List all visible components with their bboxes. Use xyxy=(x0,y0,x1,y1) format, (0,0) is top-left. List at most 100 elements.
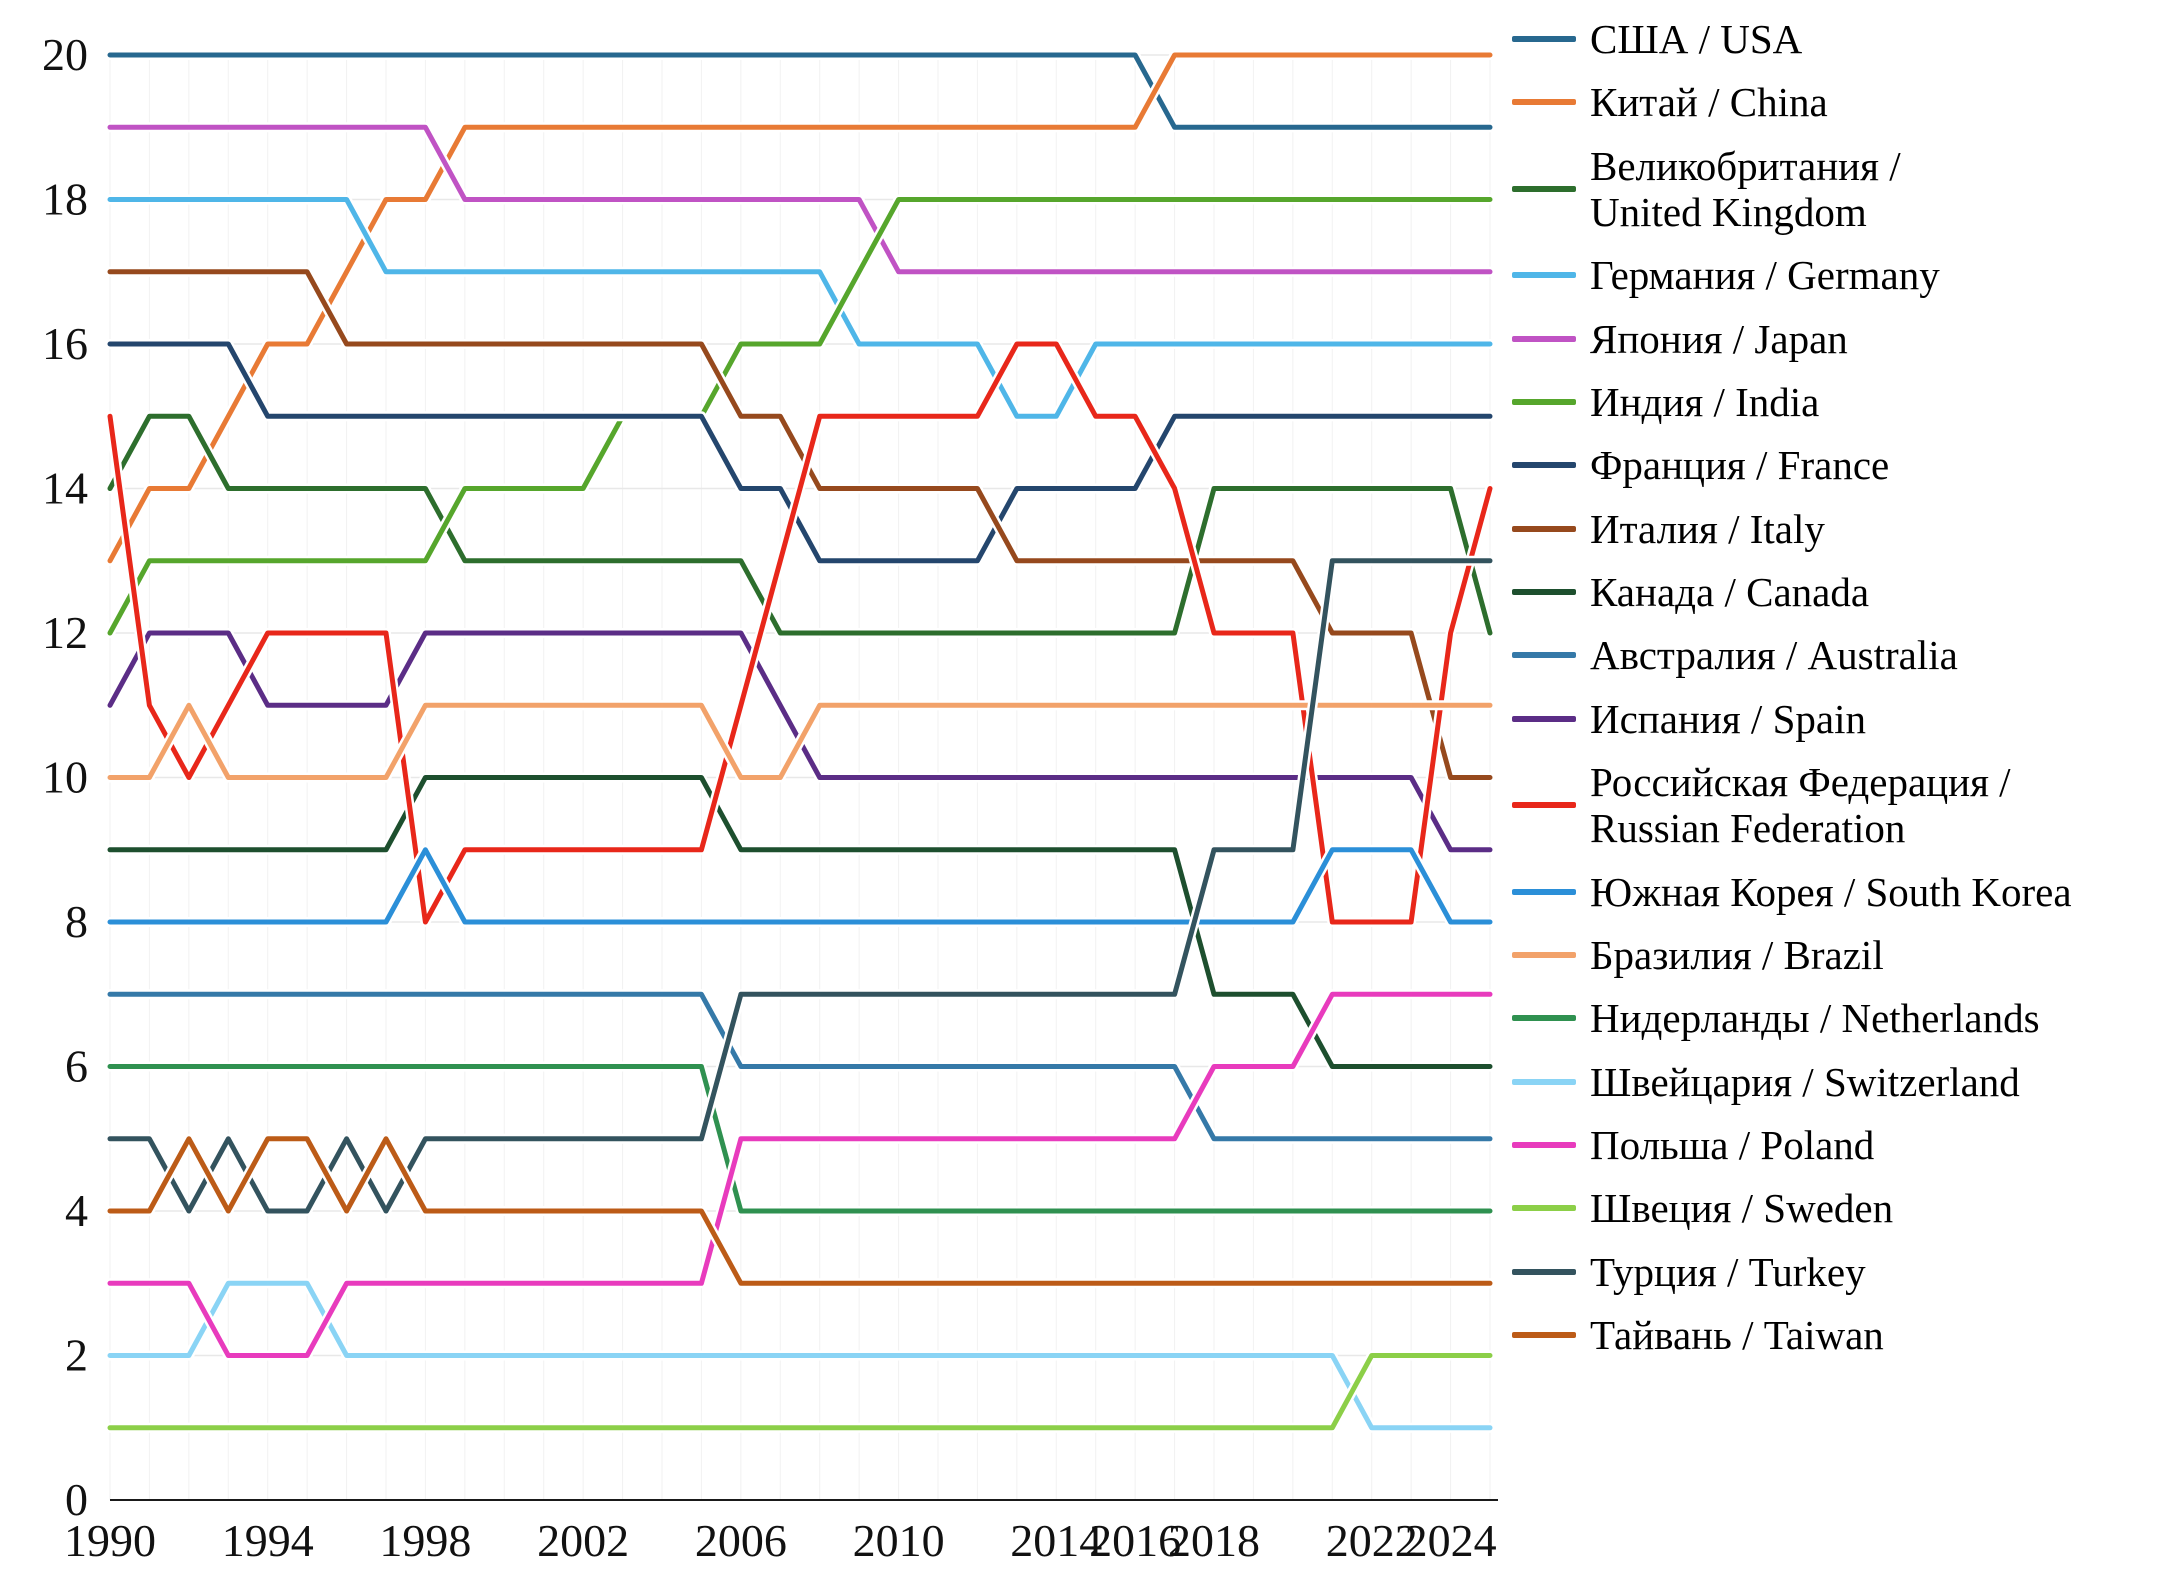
legend-label-germany: Германия / Germany xyxy=(1590,252,1940,299)
legend-label-russia: Российская Федерация / Russian Federation xyxy=(1590,758,2011,852)
series-line-russia xyxy=(107,341,1493,925)
series-line-australia xyxy=(107,991,1493,1142)
legend-label-china: Китай / China xyxy=(1590,79,1828,126)
legend-swatch-turkey xyxy=(1512,1268,1576,1275)
legend-label-south-korea: Южная Корея / South Korea xyxy=(1590,868,2072,915)
series-line-taiwan xyxy=(107,1136,1493,1286)
series-line-netherlands xyxy=(107,1064,1493,1214)
legend-item-united-kingdom[interactable]: Великобритания / United Kingdom xyxy=(1512,143,2152,236)
series-line-japan xyxy=(107,124,1493,275)
chart-plot-area: 0 2 4 6 8 10 12 14 16 18 20 1990 1994 1998 2002 2006 201… xyxy=(42,29,1498,1566)
legend-label-france: Франция / France xyxy=(1590,442,1890,489)
x-tick-label: 2002 xyxy=(537,1515,629,1566)
legend-swatch-russia xyxy=(1512,802,1576,809)
series-line-switzerland xyxy=(107,1280,1493,1431)
legend-swatch-south-korea xyxy=(1512,888,1576,895)
y-tick-label: 12 xyxy=(42,607,88,658)
legend-swatch-germany xyxy=(1512,272,1576,279)
y-tick-label: 0 xyxy=(65,1474,88,1525)
legend-item-switzerland[interactable]: Швейцария / Switzerland xyxy=(1512,1059,2152,1105)
x-tick-label: 2024 xyxy=(1405,1515,1497,1566)
y-tick-label: 8 xyxy=(65,896,88,947)
x-tick-label: 2010 xyxy=(853,1515,945,1566)
legend-label-turkey: Турция / Turkey xyxy=(1590,1248,1866,1295)
legend-item-india[interactable]: Индия / India xyxy=(1512,379,2152,425)
x-tick-label: 1994 xyxy=(222,1515,314,1566)
x-tick-label: 2014 xyxy=(1010,1515,1102,1566)
legend-label-japan: Япония / Japan xyxy=(1590,315,1848,362)
legend-swatch-brazil xyxy=(1512,952,1576,959)
legend-item-taiwan[interactable]: Тайвань / Taiwan xyxy=(1512,1312,2152,1358)
x-tick-label: 1990 xyxy=(64,1515,156,1566)
y-tick-label: 2 xyxy=(65,1330,88,1381)
y-tick-label: 6 xyxy=(65,1041,88,1092)
series-line-south-korea xyxy=(107,847,1493,925)
legend-label-spain: Испания / Spain xyxy=(1590,695,1866,742)
series-line-china xyxy=(107,52,1493,564)
legend-swatch-japan xyxy=(1512,335,1576,342)
y-tick-label: 18 xyxy=(42,174,88,225)
legend-swatch-france xyxy=(1512,462,1576,469)
legend-item-brazil[interactable]: Бразилия / Brazil xyxy=(1512,932,2152,978)
series-line-france xyxy=(107,341,1493,564)
legend-swatch-italy xyxy=(1512,525,1576,532)
legend-swatch-spain xyxy=(1512,715,1576,722)
legend-label-italy: Италия / Italy xyxy=(1590,505,1825,552)
legend-item-china[interactable]: Китай / China xyxy=(1512,79,2152,125)
legend-label-netherlands: Нидерланды / Netherlands xyxy=(1590,995,2040,1042)
legend-item-italy[interactable]: Италия / Italy xyxy=(1512,506,2152,552)
legend-swatch-usa xyxy=(1512,36,1576,43)
legend-swatch-netherlands xyxy=(1512,1015,1576,1022)
series-line-germany xyxy=(107,197,1493,419)
legend-label-usa: США / USA xyxy=(1590,16,1803,62)
legend-label-sweden: Швеция / Sweden xyxy=(1590,1185,1894,1232)
legend-item-canada[interactable]: Канада / Canada xyxy=(1512,569,2152,615)
legend-swatch-taiwan xyxy=(1512,1332,1576,1339)
x-tick-label: 1998 xyxy=(379,1515,471,1566)
legend-item-netherlands[interactable]: Нидерланды / Netherlands xyxy=(1512,995,2152,1041)
legend-swatch-india xyxy=(1512,399,1576,406)
legend-label-india: Индия / India xyxy=(1590,378,1820,425)
legend-item-sweden[interactable]: Швеция / Sweden xyxy=(1512,1185,2152,1231)
legend-item-spain[interactable]: Испания / Spain xyxy=(1512,696,2152,742)
legend-item-france[interactable]: Франция / France xyxy=(1512,442,2152,488)
legend-item-usa[interactable]: США / USA xyxy=(1512,16,2152,62)
series-line-turkey xyxy=(107,558,1493,1214)
legend-swatch-poland xyxy=(1512,1142,1576,1149)
legend-swatch-china xyxy=(1512,99,1576,106)
legend-swatch-sweden xyxy=(1512,1205,1576,1212)
y-tick-label: 10 xyxy=(42,752,88,803)
series-line-casing-usa xyxy=(105,50,1495,133)
series-line-casing-sweden xyxy=(105,1350,1495,1433)
legend-label-taiwan: Тайвань / Taiwan xyxy=(1590,1311,1884,1358)
legend-swatch-switzerland xyxy=(1512,1078,1576,1085)
legend-item-russia[interactable]: Российская Федерация / Russian Federation xyxy=(1512,759,2152,852)
legend-item-germany[interactable]: Германия / Germany xyxy=(1512,252,2152,298)
legend-swatch-australia xyxy=(1512,652,1576,659)
legend-label-brazil: Бразилия / Brazil xyxy=(1590,931,1884,978)
legend-item-japan[interactable]: Япония / Japan xyxy=(1512,316,2152,362)
x-tick-label: 2006 xyxy=(695,1515,787,1566)
y-tick-label: 14 xyxy=(42,463,88,514)
series-line-italy xyxy=(107,269,1493,780)
y-tick-label: 4 xyxy=(65,1185,88,1236)
legend-item-australia[interactable]: Австралия / Australia xyxy=(1512,632,2152,678)
x-tick-label: 2018 xyxy=(1168,1515,1260,1566)
x-tick-label: 2022 xyxy=(1326,1515,1418,1566)
series-line-brazil xyxy=(107,702,1493,780)
legend-label-poland: Польша / Poland xyxy=(1590,1121,1875,1168)
x-tick-label: 2016 xyxy=(1089,1515,1181,1566)
legend-item-south-korea[interactable]: Южная Корея / South Korea xyxy=(1512,869,2152,915)
series-line-canada xyxy=(107,775,1493,1069)
series-line-united-kingdom xyxy=(107,413,1493,636)
legend-item-turkey[interactable]: Турция / Turkey xyxy=(1512,1249,2152,1295)
legend-swatch-united-kingdom xyxy=(1512,185,1576,192)
series-line-casing-germany xyxy=(105,194,1495,422)
series-line-casing-turkey xyxy=(105,555,1495,1216)
legend-label-switzerland: Швейцария / Switzerland xyxy=(1590,1058,2020,1105)
y-tick-label: 16 xyxy=(42,318,88,369)
series-line-casing-south-korea xyxy=(105,844,1495,927)
y-tick-label: 20 xyxy=(42,29,88,80)
legend-label-australia: Австралия / Australia xyxy=(1590,632,1958,679)
legend-item-poland[interactable]: Польша / Poland xyxy=(1512,1122,2152,1168)
